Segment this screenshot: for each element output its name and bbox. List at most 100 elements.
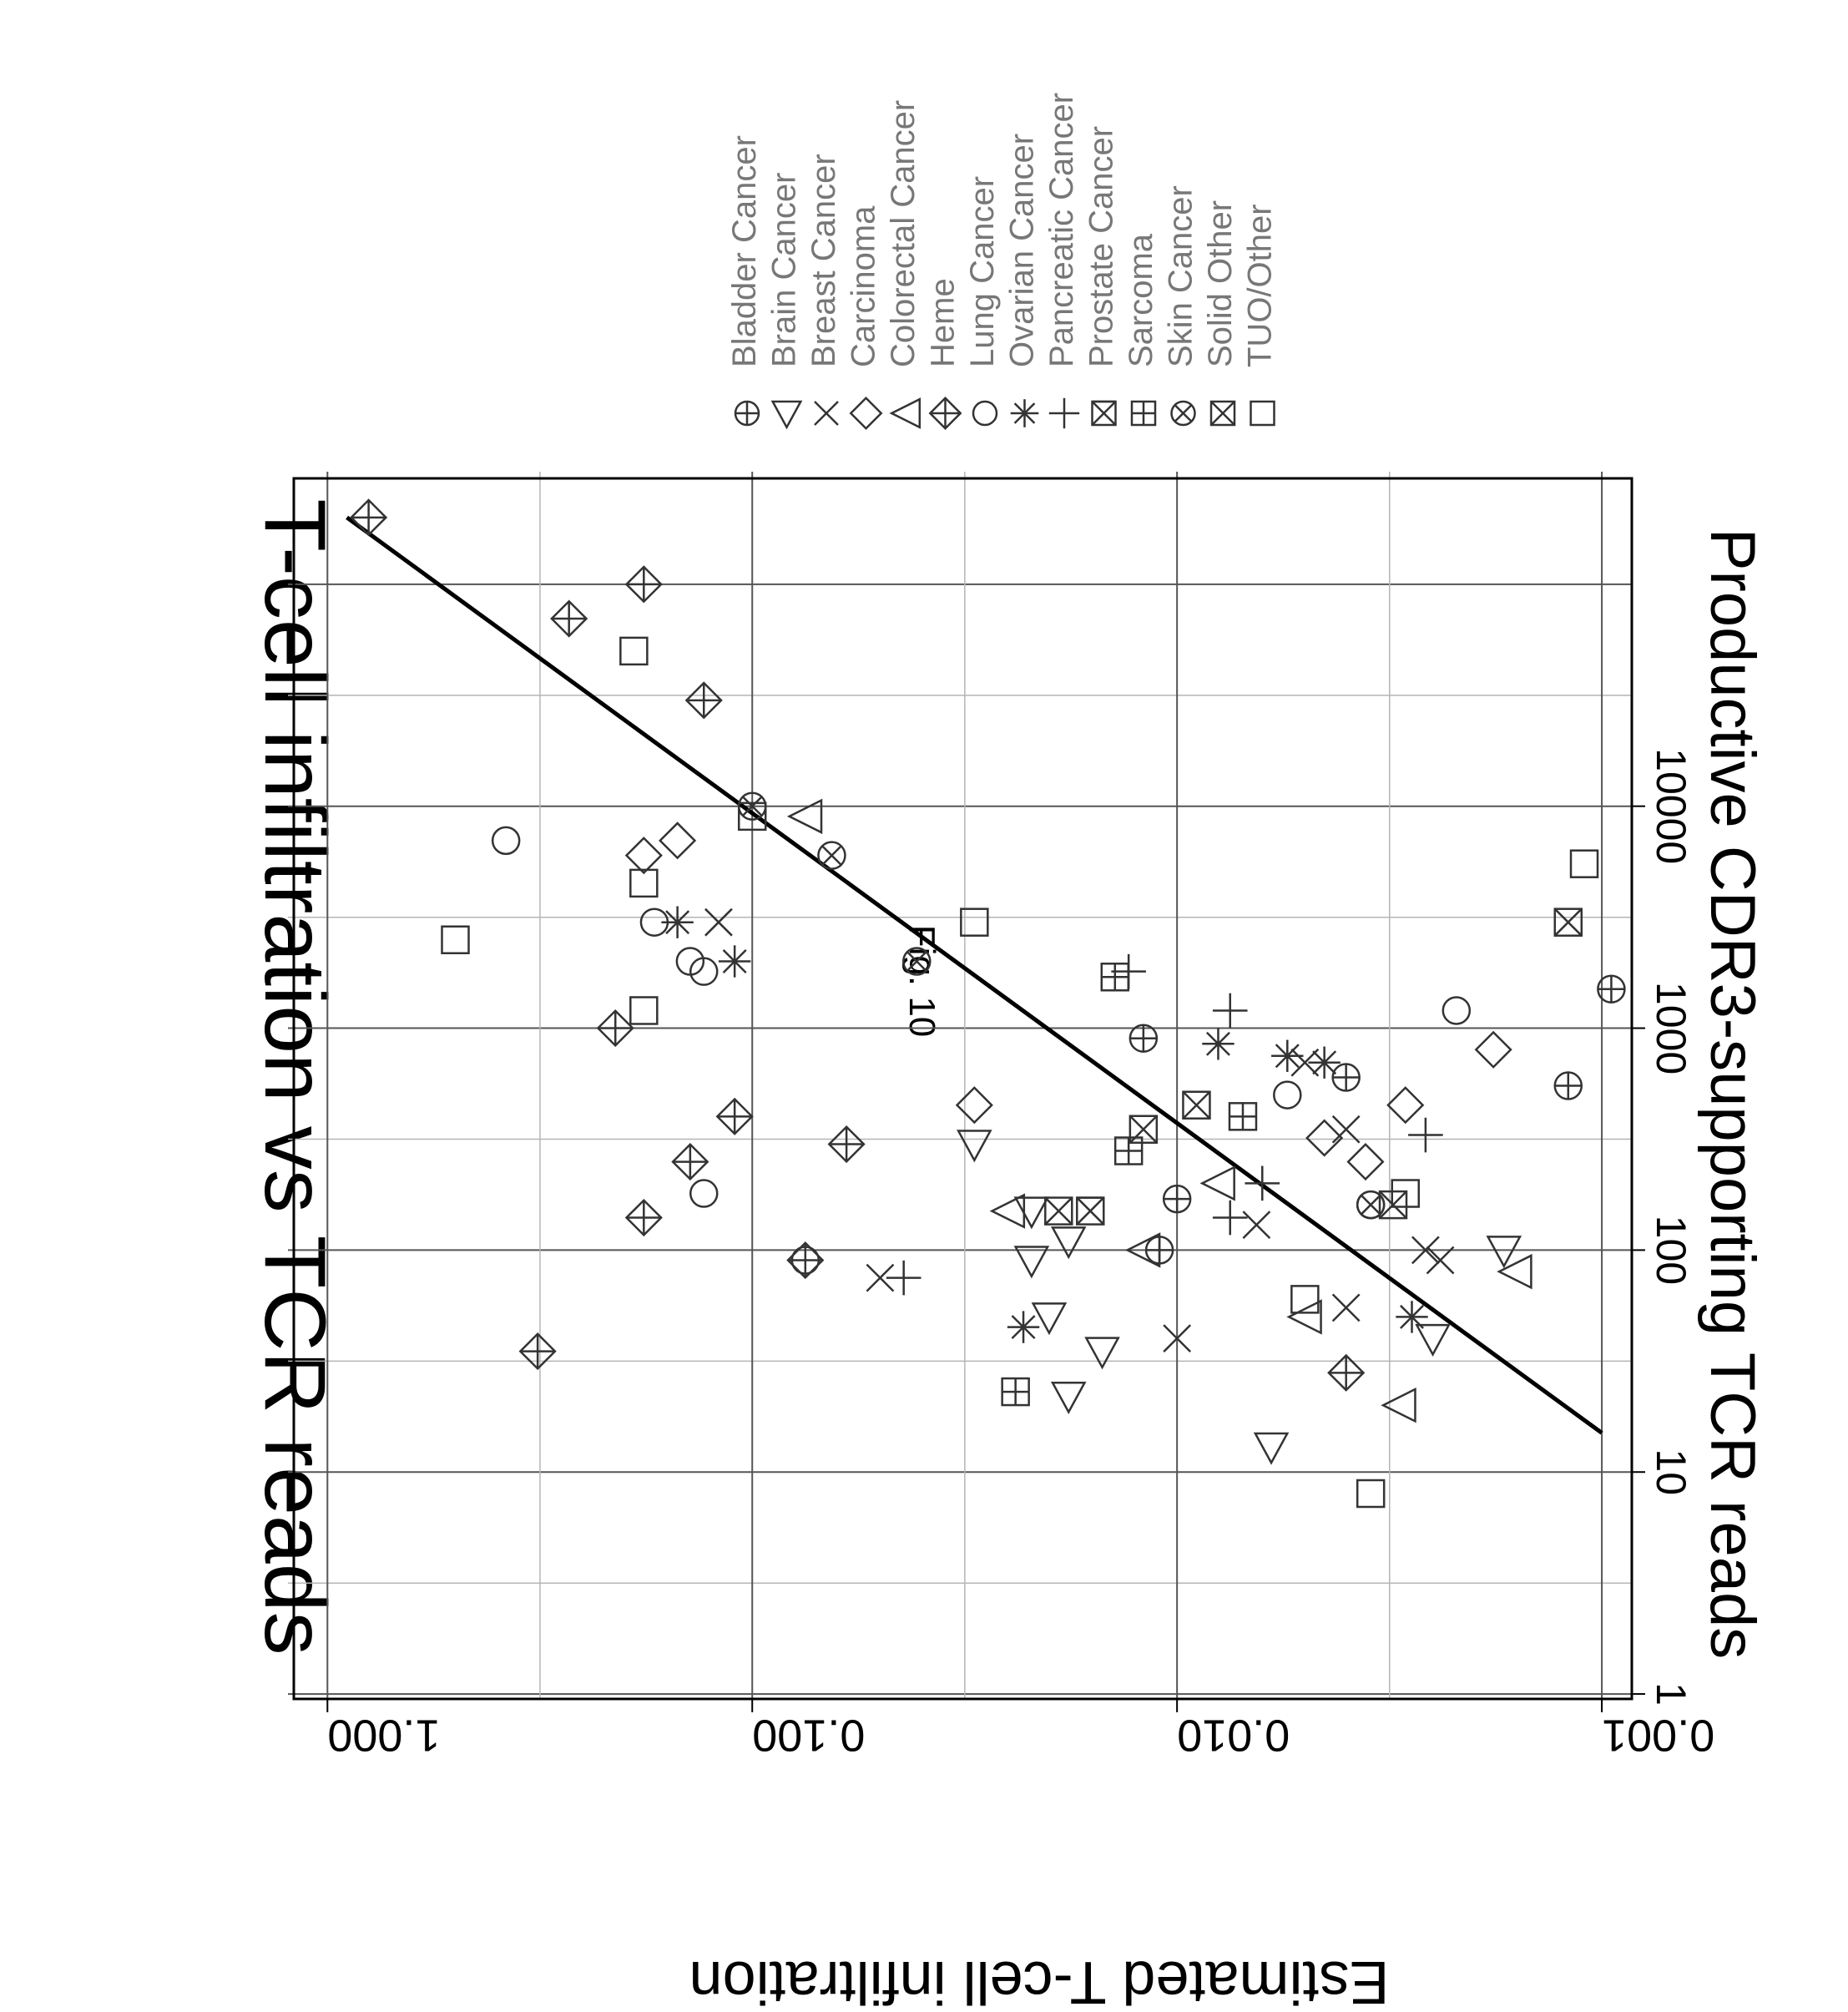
data-point	[1486, 1236, 1522, 1269]
data-point	[1084, 1337, 1120, 1370]
data-point	[1212, 1200, 1248, 1236]
data-point	[960, 907, 989, 937]
data-point	[790, 1246, 820, 1275]
legend-marker	[849, 397, 883, 430]
data-point	[629, 868, 659, 898]
data-point	[1408, 1117, 1443, 1153]
legend-label: Breast Cancer	[805, 154, 842, 367]
data-point	[1202, 1028, 1235, 1060]
series-carcinoma	[624, 821, 1512, 1181]
legend-label: Prostate Cancer	[1083, 126, 1120, 367]
data-point	[1031, 1302, 1068, 1336]
series-pancreatic-cancer	[886, 953, 1443, 1296]
data-point	[1346, 1143, 1385, 1181]
data-point	[1044, 1196, 1073, 1226]
data-point	[659, 821, 697, 860]
data-point	[1331, 1063, 1361, 1092]
data-point	[737, 801, 767, 832]
series-lung-cancer	[491, 826, 1472, 1275]
figure-label: Fig. 10	[901, 925, 942, 1038]
data-point	[1381, 1387, 1416, 1423]
data-point	[718, 945, 751, 978]
data-point	[1001, 1377, 1030, 1407]
x-tick-label: 10000	[1648, 748, 1694, 864]
y-tick-label: 0.001	[1602, 1711, 1714, 1761]
data-point	[989, 1193, 1026, 1229]
legend-label: Bladder Cancer	[726, 135, 763, 367]
legend-label: Pancreatic Cancer	[1043, 93, 1080, 367]
data-point	[886, 1260, 921, 1296]
data-point	[737, 791, 767, 821]
legend-marker	[814, 401, 839, 426]
series-tuo-other	[441, 636, 1599, 1509]
y-tick-label: 0.100	[752, 1711, 865, 1761]
data-point	[1242, 1211, 1271, 1239]
data-point	[1286, 1299, 1322, 1335]
data-point	[1128, 1024, 1159, 1053]
data-point	[957, 1130, 992, 1163]
series-prostate-cancer	[1076, 1090, 1211, 1226]
data-point	[955, 1086, 993, 1125]
data-point	[441, 925, 470, 954]
y-axis-title: Estimated T-cell infiltration	[689, 1949, 1389, 2012]
data-point	[704, 907, 733, 937]
data-point	[639, 907, 669, 937]
data-point	[1013, 1196, 1050, 1230]
legend-marker	[770, 400, 803, 430]
data-point	[1553, 907, 1583, 937]
data-point	[817, 841, 846, 870]
data-point	[518, 1332, 557, 1371]
legend-marker	[1048, 397, 1080, 429]
data-point	[1128, 1115, 1159, 1144]
data-point	[786, 798, 823, 835]
data-point	[1182, 1090, 1211, 1120]
data-point	[491, 826, 521, 856]
data-point	[1124, 1232, 1161, 1268]
data-point	[1273, 1080, 1302, 1110]
data-point	[1290, 1048, 1320, 1077]
data-point	[619, 636, 649, 666]
axes: 1 10 100 1000 10000 1.000 0.100 0.010 0.001	[292, 477, 1714, 1761]
legend-marker	[1130, 400, 1157, 427]
data-point	[1163, 1324, 1192, 1353]
data-point	[1111, 953, 1146, 989]
legend-marker	[1091, 400, 1117, 427]
data-point	[1305, 1119, 1344, 1157]
data-point	[624, 837, 663, 875]
x-tick-label: 100	[1648, 1216, 1694, 1285]
fit-line-group	[346, 515, 1603, 1435]
x-tick-label: 1	[1648, 1682, 1694, 1706]
series-skin-cancer	[737, 791, 1386, 1220]
data-point	[902, 947, 932, 976]
data-point	[715, 1097, 754, 1135]
series-ovarian-cancer	[661, 906, 1428, 1343]
data-point	[1356, 1479, 1386, 1509]
x-tick-label: 10	[1648, 1448, 1694, 1495]
x-axis-title: Productive CDR3-supporting TCR reads	[1697, 528, 1768, 1660]
legend-label: Ovarian Cancer	[1004, 134, 1041, 367]
data-point	[1162, 1184, 1192, 1214]
data-point	[624, 1198, 663, 1237]
data-point	[624, 565, 663, 604]
data-point	[1391, 1179, 1421, 1208]
data-point	[1396, 1301, 1428, 1333]
legend-label: Heme	[925, 278, 962, 367]
data-point	[1553, 1071, 1583, 1100]
data-point	[661, 906, 694, 938]
data-point	[1113, 1136, 1144, 1165]
data-point	[350, 498, 388, 537]
data-point	[1474, 1030, 1512, 1069]
data-point	[1013, 1246, 1050, 1279]
data-point	[1271, 1039, 1304, 1072]
data-point	[596, 1009, 634, 1048]
series-brain-cancer	[957, 1130, 1522, 1465]
data-point	[1378, 1190, 1408, 1220]
series-bladder-cancer	[1128, 974, 1626, 1265]
fit-line	[346, 515, 1603, 1435]
legend-marker	[928, 397, 962, 430]
legend-marker	[1209, 400, 1236, 427]
data-point	[1245, 1165, 1280, 1201]
data-point	[1331, 1115, 1361, 1144]
data-point	[866, 1263, 895, 1292]
legend-label: Solid Other	[1202, 200, 1239, 367]
